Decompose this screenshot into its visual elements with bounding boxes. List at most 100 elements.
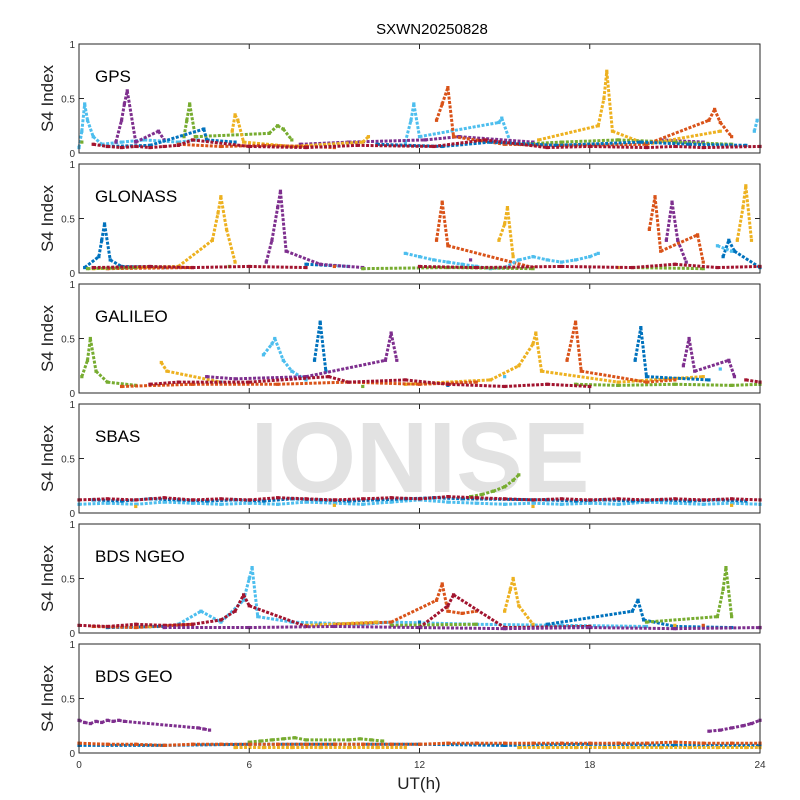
- data-trace: [561, 497, 590, 502]
- data-trace: [149, 264, 193, 270]
- data-trace: [713, 108, 722, 124]
- data-trace: [249, 739, 261, 744]
- data-trace: [518, 255, 534, 262]
- series-4: [77, 740, 762, 747]
- data-trace: [541, 369, 619, 384]
- data-trace: [632, 262, 675, 270]
- data-trace: [492, 485, 506, 493]
- series-2: [468, 473, 521, 499]
- data-trace: [660, 233, 699, 253]
- data-trace: [459, 135, 534, 144]
- data-trace: [178, 142, 221, 148]
- data-trace: [646, 740, 675, 745]
- x-axis-label: UT(h): [397, 774, 440, 793]
- data-trace: [78, 741, 108, 746]
- data-trace: [646, 378, 675, 384]
- y-tick-label: 0: [69, 389, 75, 400]
- data-point: [565, 358, 569, 362]
- data-trace: [276, 124, 285, 131]
- data-trace: [664, 201, 674, 241]
- data-point: [417, 497, 422, 501]
- data-point: [312, 358, 317, 362]
- data-point: [707, 378, 711, 382]
- data-point: [610, 129, 615, 133]
- data-trace: [561, 501, 590, 506]
- data-point: [190, 265, 195, 270]
- data-trace: [618, 500, 647, 506]
- data-trace: [511, 578, 521, 607]
- data-trace: [278, 191, 288, 252]
- data-trace: [243, 140, 292, 148]
- data-trace: [446, 594, 455, 607]
- data-trace: [419, 741, 448, 746]
- y-tick-label: 1: [69, 520, 75, 531]
- panel-label: BDS NGEO: [95, 547, 185, 566]
- series-5: [77, 593, 762, 630]
- data-trace: [504, 626, 590, 631]
- data-trace: [646, 375, 710, 382]
- y-axis-label: S4 Index: [38, 304, 57, 372]
- x-tick-label: 0: [76, 760, 82, 771]
- data-point: [440, 582, 444, 586]
- data-trace: [442, 140, 491, 148]
- data-point: [182, 135, 186, 139]
- y-axis-label: S4 Index: [38, 184, 57, 252]
- data-point: [332, 264, 336, 269]
- y-tick-label: 0.5: [61, 455, 75, 466]
- data-trace: [328, 375, 349, 384]
- y-tick-label: 0: [69, 149, 75, 160]
- data-trace: [88, 338, 98, 372]
- data-trace: [291, 140, 363, 148]
- data-point: [630, 265, 634, 270]
- data-trace: [233, 114, 240, 121]
- series-6: [162, 624, 762, 631]
- panel-label: BDS GEO: [95, 667, 172, 686]
- data-point: [125, 89, 129, 93]
- y-axis-label: S4 Index: [38, 424, 57, 492]
- data-point: [474, 622, 478, 626]
- data-trace: [235, 375, 307, 381]
- series-0: [77, 102, 759, 150]
- data-point: [83, 265, 87, 270]
- data-trace: [404, 251, 420, 259]
- data-point: [644, 624, 649, 629]
- data-trace: [716, 244, 733, 253]
- watermark: IONISE: [251, 402, 590, 514]
- data-trace: [144, 138, 179, 144]
- data-point: [80, 129, 84, 133]
- data-trace: [305, 262, 349, 268]
- data-trace: [575, 255, 591, 262]
- y-tick-label: 0: [69, 509, 75, 520]
- data-trace: [109, 258, 123, 268]
- data-trace: [112, 718, 120, 723]
- data-trace: [83, 255, 100, 269]
- data-trace: [225, 229, 237, 263]
- data-trace: [503, 258, 520, 269]
- data-trace: [362, 496, 392, 501]
- data-trace: [497, 223, 507, 241]
- data-trace: [305, 500, 335, 505]
- data-trace: [362, 266, 448, 271]
- data-trace: [532, 255, 548, 262]
- data-trace: [210, 212, 220, 241]
- data-point: [511, 255, 515, 259]
- data-point: [199, 609, 203, 613]
- axes-box: [78, 523, 761, 634]
- series-3: [219, 320, 711, 387]
- data-trace: [257, 615, 293, 624]
- data-trace: [715, 589, 725, 617]
- y-tick-label: 1: [69, 40, 75, 51]
- data-trace: [206, 375, 236, 381]
- data-trace: [618, 382, 675, 387]
- data-trace: [412, 103, 421, 137]
- data-trace: [721, 239, 731, 258]
- data-trace: [589, 144, 647, 150]
- data-point: [241, 598, 246, 602]
- data-trace: [192, 501, 221, 506]
- data-trace: [674, 626, 761, 631]
- data-trace: [78, 501, 108, 506]
- data-trace: [446, 87, 456, 137]
- data-point: [233, 377, 237, 381]
- data-point: [304, 378, 308, 382]
- data-point: [503, 375, 507, 379]
